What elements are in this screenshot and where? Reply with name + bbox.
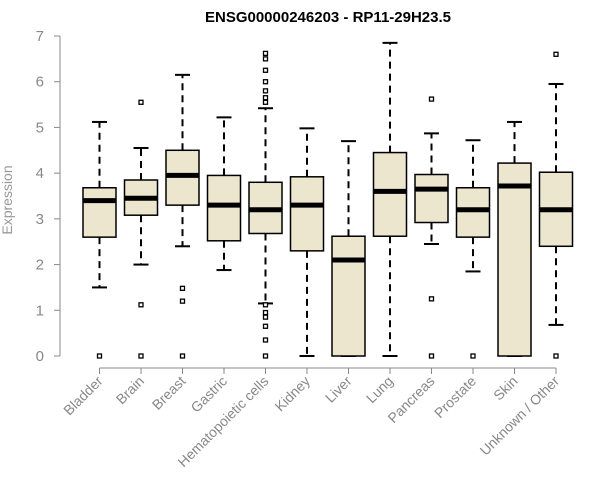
outlier-point [428, 296, 435, 302]
box-group [455, 139, 491, 359]
box-group [82, 120, 117, 359]
outlier-point [262, 95, 269, 101]
box [372, 151, 408, 237]
outlier-point [428, 96, 435, 102]
outlier-point [262, 353, 269, 359]
y-tick-label: 7 [36, 28, 44, 45]
outlier-point [262, 309, 269, 316]
outlier-point [262, 337, 269, 343]
outlier-point [262, 50, 269, 57]
outlier-point [179, 353, 186, 359]
box [206, 174, 242, 242]
box-group [414, 96, 449, 359]
x-tick-label: Unknown / Other [477, 373, 563, 459]
box-group [206, 116, 242, 272]
outlier-point [96, 353, 103, 359]
box [82, 187, 117, 238]
y-tick-label: 3 [36, 211, 44, 228]
x-tick-label: Bladder [60, 373, 106, 419]
box-group [123, 99, 159, 359]
outlier-point [138, 353, 144, 359]
outlier-point [262, 67, 269, 73]
y-axis-label: Expression [0, 165, 15, 234]
x-tick-label: Liver [322, 373, 355, 406]
box [455, 187, 491, 238]
y-axis: 0 1 2 3 4 5 6 7 [36, 28, 61, 365]
box-group [331, 140, 366, 357]
x-tick-label: Lung [363, 373, 396, 406]
outlier-point [262, 314, 269, 320]
x-tick-label: Kidney [272, 373, 314, 415]
outlier-point [138, 302, 144, 308]
box [414, 173, 449, 224]
box-group [165, 73, 200, 359]
x-tick-label: Brain [113, 373, 147, 407]
outlier-point [428, 353, 435, 359]
y-tick-label: 5 [36, 119, 44, 136]
outlier-point [470, 353, 476, 359]
y-tick-label: 0 [36, 348, 44, 365]
box-group [497, 120, 532, 357]
box-group [372, 41, 408, 357]
box [289, 176, 325, 252]
box [497, 162, 532, 357]
y-tick-label: 2 [36, 257, 44, 274]
y-tick-label: 4 [36, 165, 44, 182]
outlier-point [553, 353, 559, 359]
outlier-point [179, 285, 186, 291]
box-group [248, 50, 283, 359]
box-groups [82, 41, 574, 359]
box [331, 235, 366, 357]
outlier-point [553, 51, 559, 57]
y-tick-label: 1 [36, 302, 44, 319]
outlier-point [179, 298, 186, 304]
box-group [289, 127, 325, 357]
outlier-point [262, 302, 269, 308]
outlier-point [262, 79, 269, 85]
box-group [538, 51, 574, 359]
x-tick-label: Skin [490, 373, 521, 404]
y-tick-label: 6 [36, 74, 44, 91]
outlier-point [262, 88, 269, 94]
chart-title: ENSG00000246203 - RP11-29H23.5 [205, 9, 451, 26]
x-tick-label: Breast [149, 373, 189, 413]
outlier-point [262, 99, 269, 105]
x-tick-label: Prostate [431, 373, 479, 421]
outlier-point [262, 323, 269, 329]
outlier-point [138, 99, 144, 105]
outlier-point [262, 56, 269, 62]
